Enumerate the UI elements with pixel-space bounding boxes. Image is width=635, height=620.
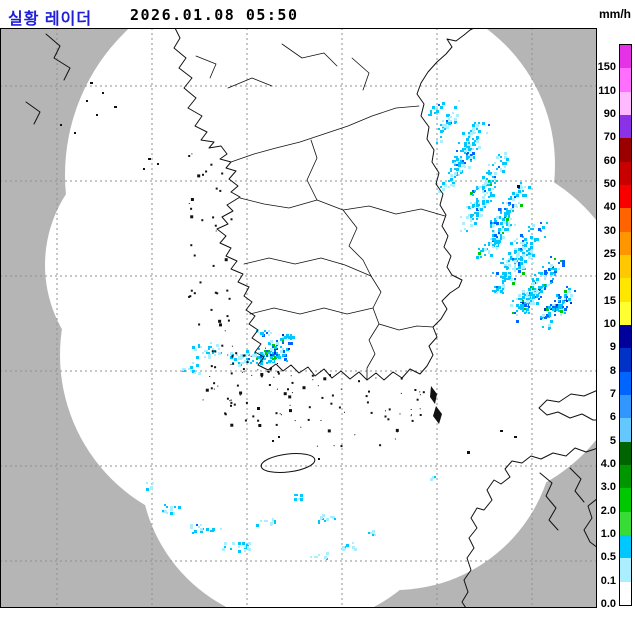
legend-cell	[620, 371, 631, 395]
legend-tick-label: 6	[609, 411, 616, 424]
legend-cell	[620, 464, 631, 489]
legend-tick-label: 30	[603, 224, 616, 237]
island-dot	[90, 82, 93, 84]
legend-tick-label: 4.0	[600, 458, 616, 470]
baengnyeong-island	[148, 158, 151, 160]
legend-cell	[620, 534, 631, 559]
legend-tick-label: 40	[603, 201, 616, 214]
legend-cell	[620, 301, 631, 325]
ulleungdo-island	[517, 185, 520, 188]
province-borders	[230, 105, 446, 381]
legend-cell	[620, 581, 631, 605]
legend-tick-label: 0.0	[600, 598, 616, 610]
legend-tick-label: 7	[609, 388, 616, 400]
legend-tick-label: 25	[603, 248, 616, 260]
timestamp: 2026.01.08 05:50	[130, 6, 299, 24]
precipitation-echoes	[146, 100, 576, 560]
graticule-grid	[0, 28, 597, 608]
legend-tick-label: 15	[603, 294, 616, 307]
korea-coastline	[173, 28, 475, 381]
island-specks	[188, 153, 425, 448]
legend-cell	[620, 45, 631, 69]
island-dot	[514, 436, 517, 438]
legend-tick-label: 2.0	[600, 504, 616, 517]
legend-cell	[620, 488, 631, 512]
legend-cell	[620, 91, 631, 115]
tsushima-island	[433, 406, 442, 424]
legend: 150 110 90 70 60 50 40 30 25 20 15 10 9 8 7 6 5 4.0 3.0 2.0…	[597, 28, 635, 620]
legend-cell	[620, 394, 631, 419]
island-dot	[102, 92, 104, 94]
legend-cell	[620, 161, 631, 185]
legend-tick-label: 8	[609, 364, 616, 377]
legend-cell	[620, 511, 631, 535]
legend-cell	[620, 254, 631, 279]
legend-cell	[620, 114, 631, 139]
legend-tick-label: 70	[603, 131, 616, 144]
legend-cell	[620, 324, 631, 349]
island-dot	[500, 430, 503, 432]
legend-tick-label: 150	[597, 61, 616, 74]
legend-tick-label: 1.0	[600, 528, 616, 540]
legend-cell	[620, 418, 631, 442]
legend-tick-label: 50	[603, 178, 616, 190]
island-dot	[86, 100, 88, 102]
unit-label: mm/h	[598, 7, 631, 21]
legend-tick-label: 20	[603, 271, 616, 284]
island-dot	[143, 168, 145, 170]
island-dot	[114, 106, 117, 108]
legend-tick-label: 9	[609, 341, 616, 354]
radar-coverage-area	[45, 28, 597, 608]
chuja-island	[278, 436, 280, 438]
legend-tick-label: 0.5	[600, 551, 616, 564]
legend-cell	[620, 348, 631, 372]
tsushima-island	[430, 386, 437, 404]
legend-tick-label: 0.1	[600, 574, 616, 587]
legend-cell	[620, 138, 631, 162]
legend-cell	[620, 231, 631, 255]
china-coastline	[25, 33, 71, 125]
north-korea-border-fragments	[195, 43, 370, 91]
legend-cell	[620, 68, 631, 92]
island-dot	[157, 163, 159, 165]
island-dot	[96, 114, 98, 116]
legend-tick-label: 110	[598, 84, 616, 97]
legend-cell	[620, 184, 631, 209]
legend-tick-label: 3.0	[600, 481, 616, 494]
chuja-island	[272, 440, 274, 442]
legend-tick-label: 10	[603, 318, 616, 330]
legend-color-bar	[619, 44, 632, 606]
map-frame	[0, 28, 597, 608]
island-dot	[74, 132, 76, 134]
iki-island	[467, 451, 470, 454]
legend-cell	[620, 441, 631, 465]
radar-map	[0, 28, 597, 608]
legend-tick-label: 60	[603, 154, 616, 167]
japan-coastline	[461, 389, 597, 608]
header: 실황 레이더 2026.01.08 05:50 mm/h	[0, 0, 635, 28]
legend-tick-label: 90	[603, 108, 616, 120]
page-title: 실황 레이더	[8, 11, 93, 28]
legend-cell	[620, 208, 631, 232]
island-dot	[60, 124, 62, 126]
udo-island	[318, 458, 320, 460]
coastlines	[25, 28, 597, 608]
jeju-island	[260, 452, 316, 474]
legend-tick-label: 5	[609, 434, 616, 447]
legend-cell	[620, 278, 631, 302]
legend-cell	[620, 558, 631, 582]
islands	[60, 82, 520, 460]
